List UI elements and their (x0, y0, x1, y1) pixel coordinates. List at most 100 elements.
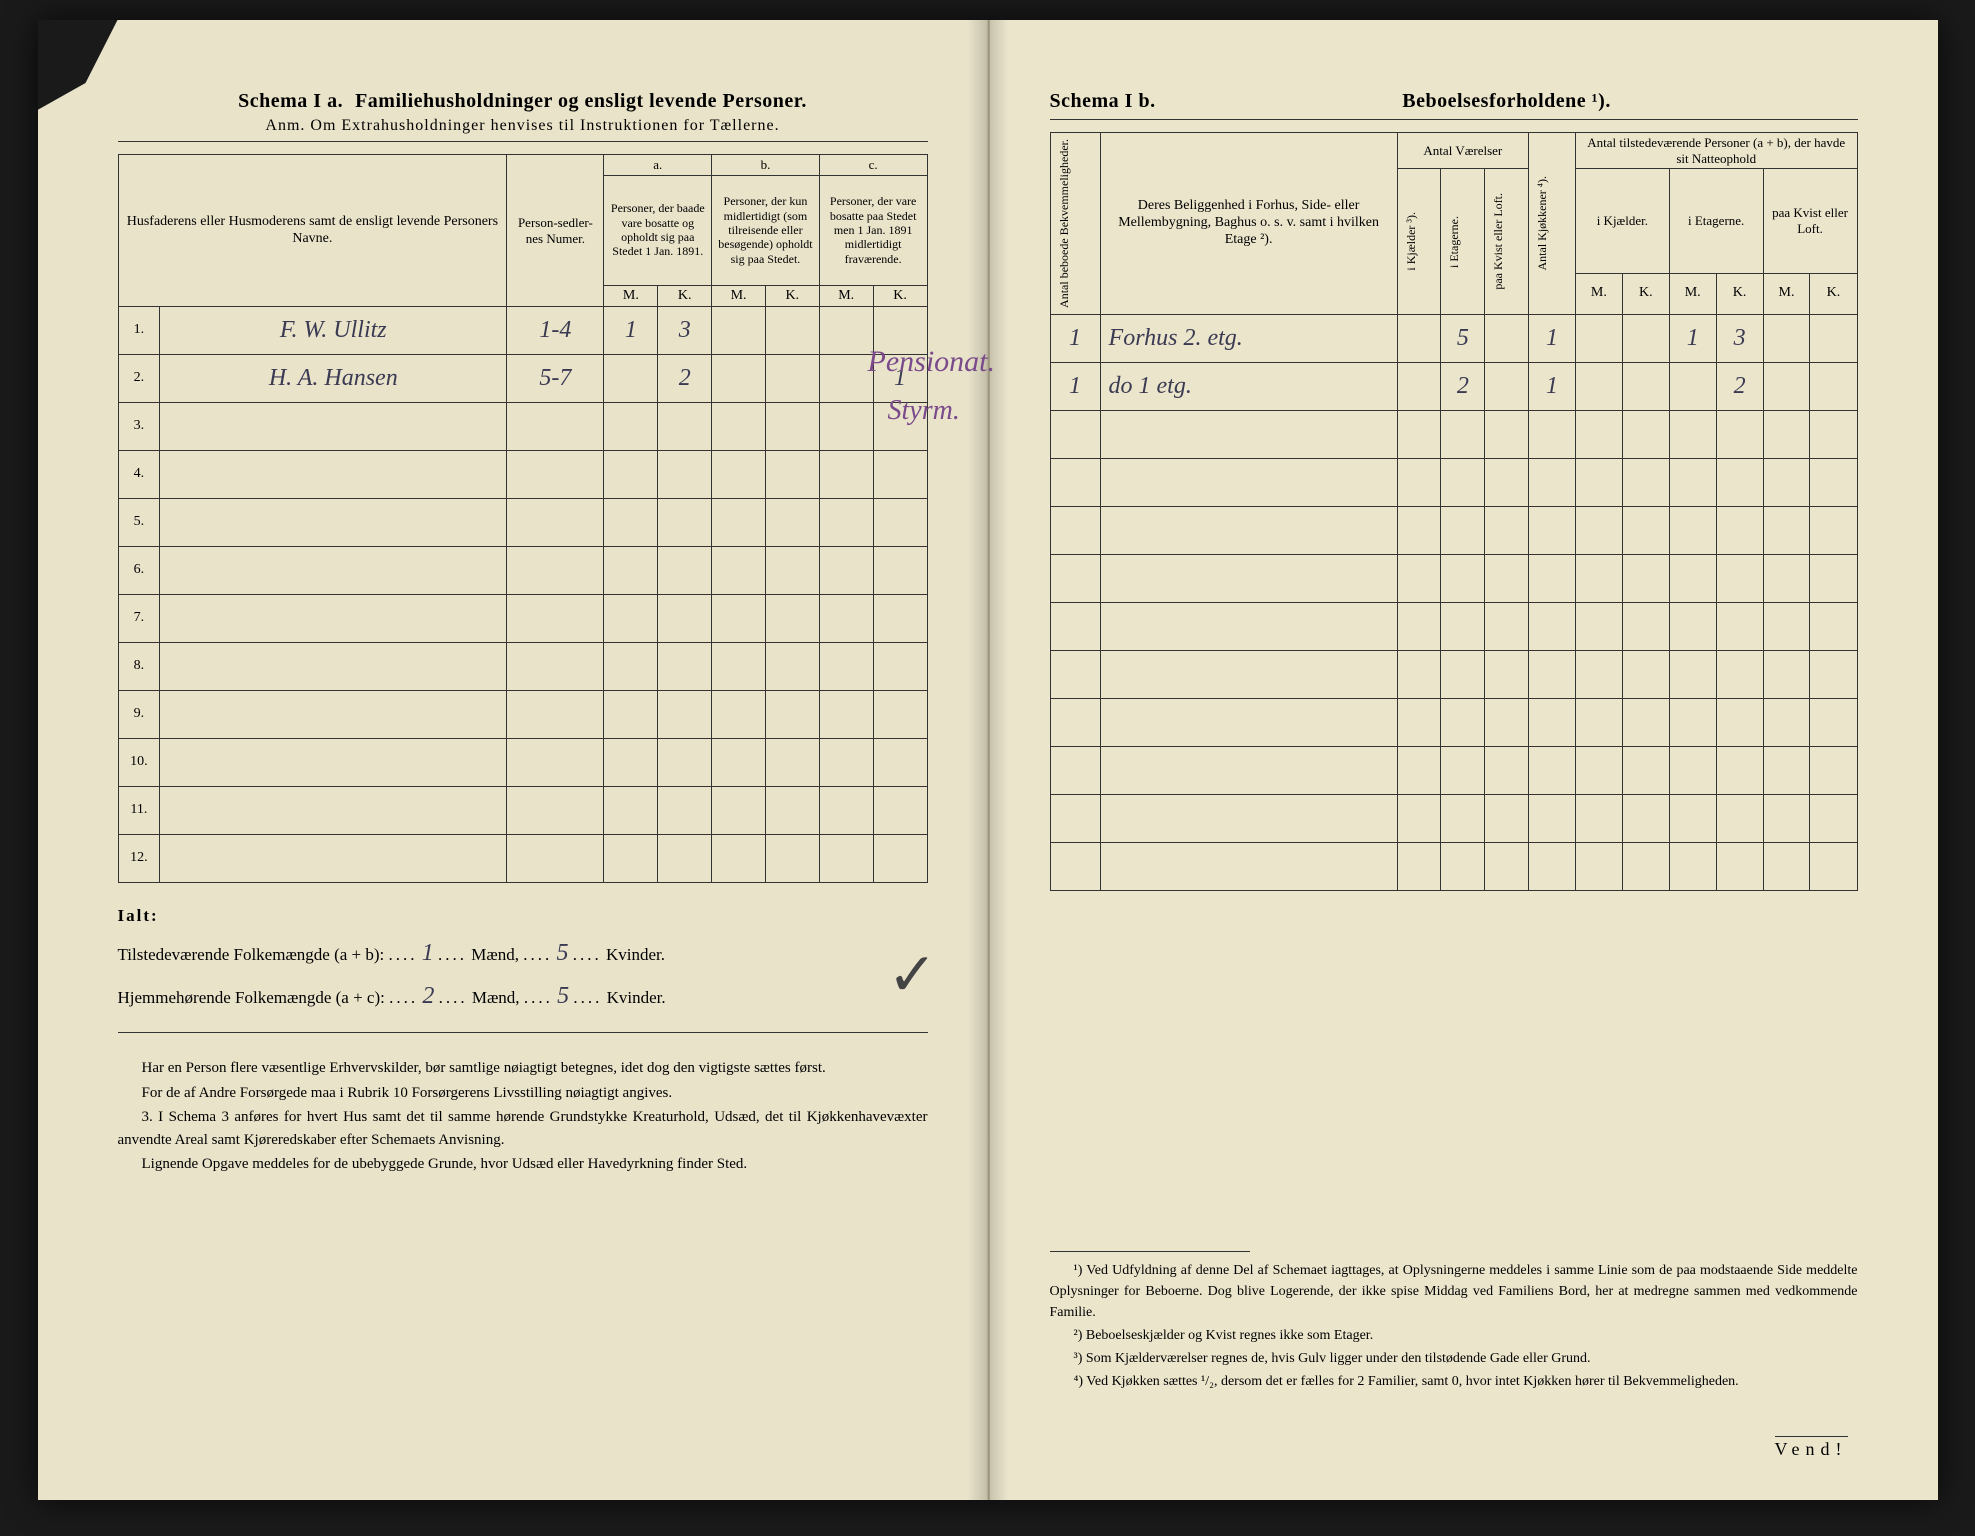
cell-kjM (1575, 650, 1622, 698)
cell-aM (604, 787, 658, 835)
cell-name (160, 403, 507, 451)
row-number: 1. (118, 307, 160, 355)
maend: Mænd, (472, 988, 520, 1007)
cell-etM: 1 (1669, 314, 1716, 362)
cell-ve (1441, 794, 1485, 842)
row-number: 3. (118, 403, 160, 451)
cell-bK (765, 547, 819, 595)
cell-etM (1669, 506, 1716, 554)
cell-belig: do 1 etg. (1100, 362, 1397, 410)
cell-kvK (1810, 410, 1857, 458)
cell-etK (1716, 506, 1763, 554)
cell-etK (1716, 794, 1763, 842)
cell-kjM (1575, 458, 1622, 506)
cell-cK (873, 787, 927, 835)
cell-belig (1100, 650, 1397, 698)
cell-bM (712, 787, 766, 835)
cell-kvK (1810, 506, 1857, 554)
table-row (1050, 506, 1857, 554)
cell-belig (1100, 842, 1397, 890)
cell-bekv (1050, 650, 1100, 698)
cell-kjK (1622, 650, 1669, 698)
footnote: ⁴) Ved Kjøkken sættes ¹/₂, dersom det er… (1050, 1371, 1858, 1392)
cell-kvM (1763, 362, 1810, 410)
cell-bK (765, 403, 819, 451)
cell-vkv (1485, 458, 1529, 506)
cell-etK (1716, 746, 1763, 794)
cell-pn (507, 739, 604, 787)
cell-pn (507, 499, 604, 547)
cell-etM (1669, 650, 1716, 698)
cell-kvK (1810, 458, 1857, 506)
cell-bM (712, 835, 766, 883)
th-a-text: Personer, der baade vare bosatte og opho… (604, 175, 712, 285)
cell-belig (1100, 794, 1397, 842)
page-left: Schema I a. Familiehusholdninger og ensl… (38, 20, 988, 1500)
table-row: 5. (118, 499, 927, 547)
th-k: K. (873, 285, 927, 307)
cell-kvK (1810, 794, 1857, 842)
cell-kjok (1529, 842, 1576, 890)
cell-kvM (1763, 650, 1810, 698)
table-row (1050, 554, 1857, 602)
table-row: 12. (118, 835, 927, 883)
cell-aK: 2 (658, 355, 712, 403)
cell-kjK (1622, 314, 1669, 362)
rule (118, 141, 928, 142)
rule (118, 1032, 928, 1033)
cell-vk (1397, 410, 1441, 458)
cell-etM (1669, 458, 1716, 506)
cell-kjK (1622, 362, 1669, 410)
cell-aK (658, 691, 712, 739)
cell-aK (658, 595, 712, 643)
vend-label: Vend! (1775, 1436, 1848, 1460)
cell-name (160, 499, 507, 547)
cell-kjM (1575, 554, 1622, 602)
th-sub-kjael: i Kjælder. (1575, 169, 1669, 274)
cell-kjok (1529, 410, 1576, 458)
cell-kjM (1575, 602, 1622, 650)
th-k: K. (1716, 273, 1763, 314)
cell-etK (1716, 410, 1763, 458)
cell-bekv: 1 (1050, 362, 1100, 410)
th-sub-etag: i Etagerne. (1669, 169, 1763, 274)
cell-vkv (1485, 314, 1529, 362)
schema-1a-anm: Anm. Om Extrahusholdninger henvises til … (118, 117, 928, 135)
cell-pn (507, 691, 604, 739)
cell-etM (1669, 746, 1716, 794)
th-k: K. (1622, 273, 1669, 314)
cell-ve (1441, 458, 1485, 506)
row-number: 6. (118, 547, 160, 595)
cell-ve (1441, 650, 1485, 698)
cell-pn (507, 547, 604, 595)
cell-bK (765, 835, 819, 883)
cell-vk (1397, 842, 1441, 890)
table-row: 6. (118, 547, 927, 595)
cell-bekv (1050, 458, 1100, 506)
cell-pn (507, 787, 604, 835)
th-k: K. (1810, 273, 1857, 314)
row-number: 7. (118, 595, 160, 643)
cell-vkv (1485, 746, 1529, 794)
cell-aM (604, 643, 658, 691)
cell-vkv (1485, 698, 1529, 746)
cell-etM (1669, 698, 1716, 746)
row-number: 5. (118, 499, 160, 547)
tot1-label: Tilstedeværende Folkemængde (a + b): (118, 945, 385, 964)
cell-ve (1441, 410, 1485, 458)
cell-kjK (1622, 458, 1669, 506)
checkmark-icon: ✓ (887, 921, 937, 1029)
cell-pn: 1-4 (507, 307, 604, 355)
cell-name (160, 835, 507, 883)
schema-1b-title: Schema I b. Beboelsesforholdene ¹). (1050, 90, 1858, 113)
cell-etK (1716, 842, 1763, 890)
row-number: 4. (118, 451, 160, 499)
kvinder: Kvinder. (606, 945, 665, 964)
cell-name (160, 595, 507, 643)
th-k: K. (658, 285, 712, 307)
cell-aK: 3 (658, 307, 712, 355)
th-bekv: Antal beboede Bekvemmeligheder. (1055, 135, 1073, 312)
cell-pn (507, 403, 604, 451)
cell-cM (819, 643, 873, 691)
footnote: ¹) Ved Udfyldning af denne Del af Schema… (1050, 1260, 1858, 1323)
